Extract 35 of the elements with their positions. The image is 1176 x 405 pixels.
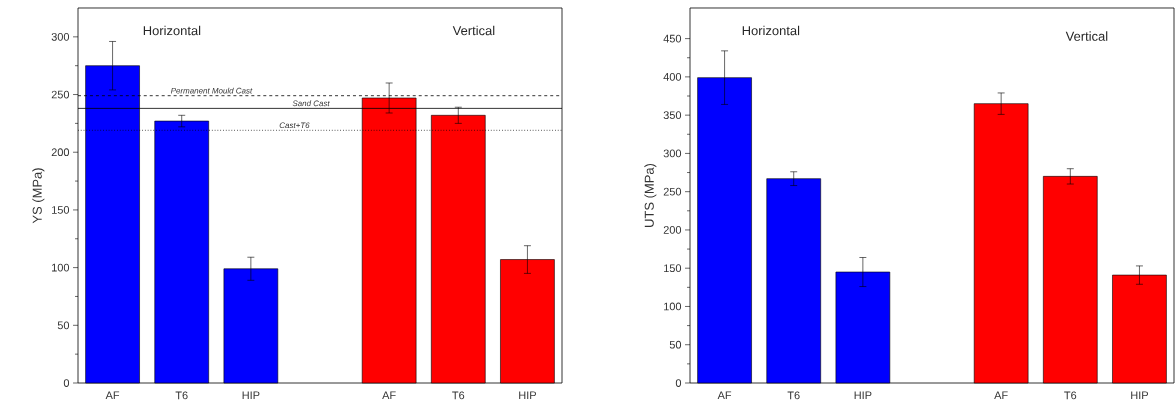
y-tick-label: 0 bbox=[63, 379, 70, 387]
y-tick-label: 200 bbox=[663, 226, 682, 234]
x-tick-label: HIP bbox=[1131, 391, 1148, 400]
x-tick-label: T6 bbox=[787, 391, 800, 400]
annotation: Vertical bbox=[1065, 31, 1108, 41]
y-tick-label: 350 bbox=[663, 111, 682, 120]
y-tick-label: 250 bbox=[51, 90, 70, 99]
y-tick-label: 300 bbox=[663, 149, 682, 158]
y-tick-label: 50 bbox=[57, 321, 70, 330]
y-tick-label: 300 bbox=[51, 32, 70, 41]
x-tick-label: HIP bbox=[519, 391, 536, 400]
annotation: Horizontal bbox=[143, 25, 201, 36]
y-tick-label: 200 bbox=[51, 148, 70, 157]
y-tick-label: 0 bbox=[675, 379, 682, 387]
y-tick-label: 100 bbox=[52, 263, 70, 272]
y-tick-label: 400 bbox=[663, 73, 682, 81]
x-tick-label: AF bbox=[382, 391, 396, 400]
y-tick-label: 100 bbox=[664, 302, 682, 311]
y-tick-label: 150 bbox=[664, 264, 682, 273]
annotation: Horizontal bbox=[742, 25, 800, 36]
x-tick-label: T6 bbox=[452, 391, 465, 400]
x-tick-label: AF bbox=[105, 391, 120, 400]
x-tick-label: T6 bbox=[1064, 391, 1077, 400]
y-axis-title: UTS (MPa) bbox=[644, 163, 657, 227]
y-axis-title: YS (MPa) bbox=[32, 168, 45, 224]
x-tick-label: AF bbox=[717, 391, 732, 400]
y-tick-label: 250 bbox=[663, 187, 682, 196]
x-tick-label: HIP bbox=[242, 391, 260, 400]
x-tick-label: AF bbox=[994, 391, 1008, 400]
x-tick-label: HIP bbox=[854, 391, 872, 400]
y-tick-label: 50 bbox=[669, 340, 682, 349]
annotation: Vertical bbox=[452, 25, 495, 36]
x-tick-label: T6 bbox=[175, 391, 188, 400]
y-tick-label: 150 bbox=[52, 206, 70, 214]
y-tick-label: 450 bbox=[663, 34, 682, 43]
